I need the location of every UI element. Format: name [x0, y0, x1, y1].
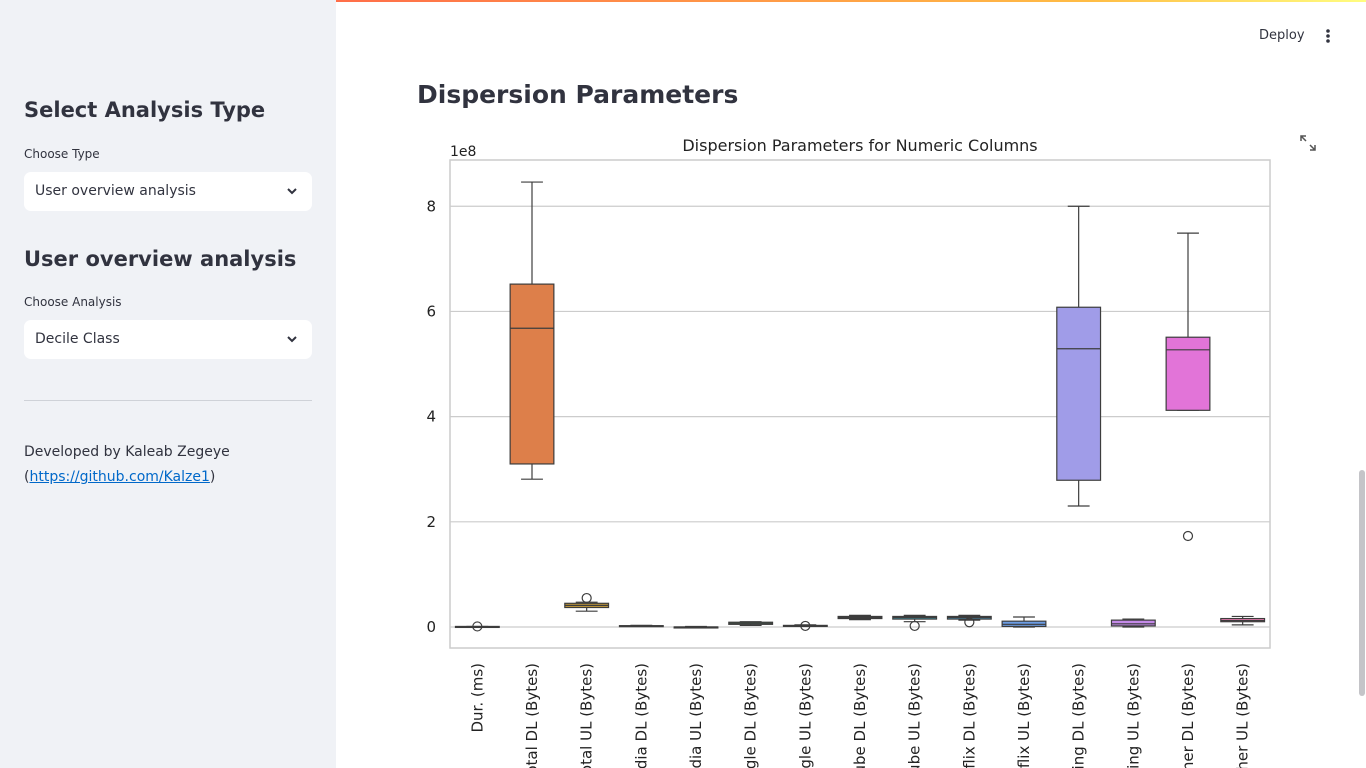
- x-tick-label: otal UL (Bytes): [578, 663, 596, 768]
- x-tick-label: ogle DL (Bytes): [742, 663, 760, 768]
- paren: (: [24, 469, 30, 485]
- field-label: Choose Analysis: [24, 295, 122, 309]
- outlier: [581, 592, 592, 604]
- axis-offset: 1e8: [450, 144, 476, 160]
- y-tick-label: 2: [426, 513, 436, 531]
- x-tick-label: ning UL (Bytes): [1124, 663, 1142, 768]
- x-tick-label: edia DL (Bytes): [632, 663, 650, 768]
- plot-frame: [449, 159, 1271, 649]
- x-tick-label: tflix DL (Bytes): [960, 663, 978, 768]
- outlier: [964, 617, 975, 628]
- chevron: [287, 188, 297, 195]
- x-tick-label: ube UL (Bytes): [906, 663, 924, 768]
- x-tick-label: ning DL (Bytes): [1070, 663, 1088, 768]
- box: [1110, 619, 1156, 627]
- menu-icon[interactable]: [1320, 28, 1336, 46]
- select-value: User overview analysis: [35, 183, 196, 199]
- scrollbar[interactable]: [1359, 470, 1365, 696]
- x-tick-label: otal DL (Bytes): [523, 663, 541, 768]
- outlier: [1182, 530, 1194, 542]
- section-title: Select Analysis Type: [24, 98, 266, 122]
- outlier: [800, 620, 811, 632]
- y-tick-label: 0: [426, 618, 436, 636]
- x-tick-label: ogle UL (Bytes): [796, 663, 814, 768]
- link-line: (https://github.com/Kalze1): [24, 469, 215, 485]
- chevron: [287, 336, 297, 343]
- github-link[interactable]: https://github.com/Kalze1: [29, 469, 210, 485]
- section-title: User overview analysis: [24, 247, 297, 271]
- x-tick-label: her UL (Bytes): [1234, 663, 1252, 768]
- sidebar: Select Analysis Type Choose Type User ov…: [0, 0, 336, 768]
- field-label: Choose Type: [24, 147, 100, 161]
- box: [1056, 306, 1102, 481]
- deploy-button[interactable]: Deploy: [1259, 28, 1305, 43]
- x-tick-label: Dur. (ms): [468, 663, 486, 733]
- select-value: Decile Class: [35, 331, 120, 347]
- x-tick-label: her DL (Bytes): [1179, 663, 1197, 768]
- author: Developed by Kaleab Zegeye: [24, 444, 230, 460]
- chart-title: Dispersion Parameters for Numeric Column…: [682, 136, 1037, 155]
- box: [1165, 336, 1211, 411]
- x-tick-label: edia UL (Bytes): [687, 663, 705, 768]
- divider: [24, 400, 312, 401]
- fullscreen-icon[interactable]: [1299, 134, 1317, 152]
- top-decoration: [0, 0, 1366, 2]
- box: [509, 283, 555, 465]
- paren: ): [209, 469, 216, 485]
- select-box[interactable]: User overview analysis: [24, 172, 312, 211]
- select-box[interactable]: Decile Class: [24, 320, 312, 359]
- outlier: [472, 621, 483, 632]
- y-tick-label: 8: [426, 197, 436, 215]
- y-tick-label: 6: [426, 302, 436, 320]
- outlier: [909, 620, 920, 632]
- x-tick-label: ube DL (Bytes): [851, 663, 869, 768]
- x-tick-label: tflix UL (Bytes): [1015, 663, 1033, 768]
- page-heading: Dispersion Parameters: [417, 80, 739, 109]
- y-tick-label: 4: [426, 408, 436, 426]
